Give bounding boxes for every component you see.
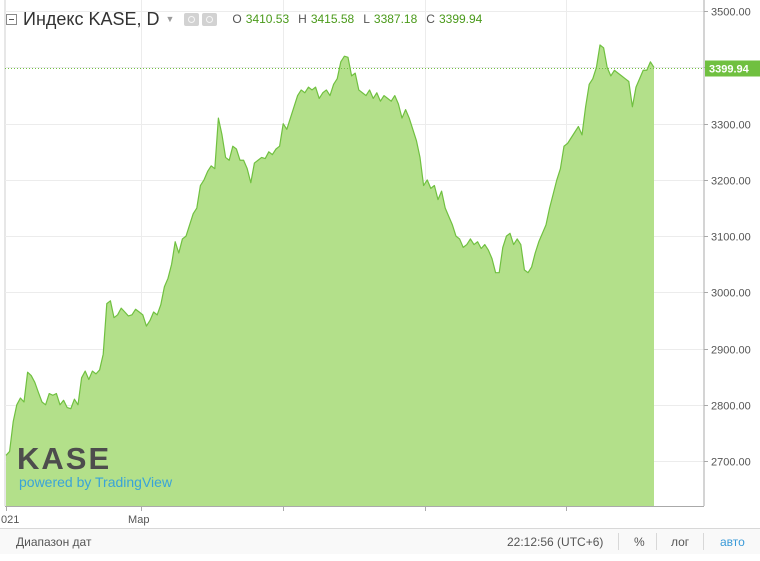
time-axis: 021 Мар <box>1 506 704 526</box>
kase-logo: KASE powered by TradingView <box>17 441 173 490</box>
caret-down-icon[interactable]: ▼ <box>165 14 175 24</box>
close-value: 3399.94 <box>438 12 483 26</box>
x-tick-label: 021 <box>1 514 19 526</box>
high-value: 3415.58 <box>310 12 355 26</box>
last-value-label: 3399.94 <box>709 64 750 76</box>
log-scale-toggle[interactable]: лог <box>671 535 690 549</box>
last-value-badge <box>705 60 760 77</box>
toolbar-divider <box>618 533 619 550</box>
y-tick-label: 3500.00 <box>711 7 751 19</box>
kase-logo-word: KASE <box>17 441 112 476</box>
y-tick-label: 2700.00 <box>711 457 751 469</box>
percent-scale-toggle[interactable]: % <box>634 535 645 549</box>
chart-legend: Индекс KASE, D ▼ O 3410.53 H 3415.58 L 3387.1… <box>6 8 491 30</box>
settings-icon[interactable] <box>184 12 200 26</box>
powered-by-link[interactable]: powered by TradingView <box>19 474 173 490</box>
toolbar-divider <box>703 533 704 550</box>
date-range-button[interactable]: Диапазон дат <box>16 535 92 549</box>
price-chart[interactable]: 3500.003400.003300.003200.003100.003000.… <box>0 0 760 528</box>
gear-icon[interactable] <box>202 12 218 26</box>
open-key: O <box>232 12 242 26</box>
symbol-title[interactable]: Индекс KASE, D <box>23 8 160 29</box>
area-fill <box>6 44 654 506</box>
x-tick-label: Мар <box>128 514 150 526</box>
high-key: H <box>298 12 307 26</box>
y-tick-label: 2900.00 <box>711 345 751 357</box>
y-tick-label: 3000.00 <box>711 288 751 300</box>
series-line <box>5 44 655 456</box>
auto-scale-toggle[interactable]: авто <box>720 535 745 549</box>
collapse-icon[interactable] <box>6 13 17 25</box>
ohlc-values: O 3410.53 H 3415.58 L 3387.18 C 3399.94 <box>232 12 491 26</box>
y-tick-label: 3100.00 <box>711 232 751 244</box>
last-value-marker: 3399.94 <box>5 60 760 77</box>
series-area <box>5 44 655 506</box>
timezone-clock[interactable]: 22:12:56 (UTC+6) <box>507 535 604 549</box>
y-tick-label: 3200.00 <box>711 176 751 188</box>
y-tick-label: 3300.00 <box>711 120 751 132</box>
toolbar-divider <box>656 533 657 550</box>
open-value: 3410.53 <box>245 12 290 26</box>
bottom-toolbar: Диапазон дат 22:12:56 (UTC+6) % лог авто <box>0 528 760 554</box>
low-value: 3387.18 <box>373 12 418 26</box>
low-key: L <box>363 12 370 26</box>
y-tick-label: 2800.00 <box>711 401 751 413</box>
close-key: C <box>426 12 435 26</box>
